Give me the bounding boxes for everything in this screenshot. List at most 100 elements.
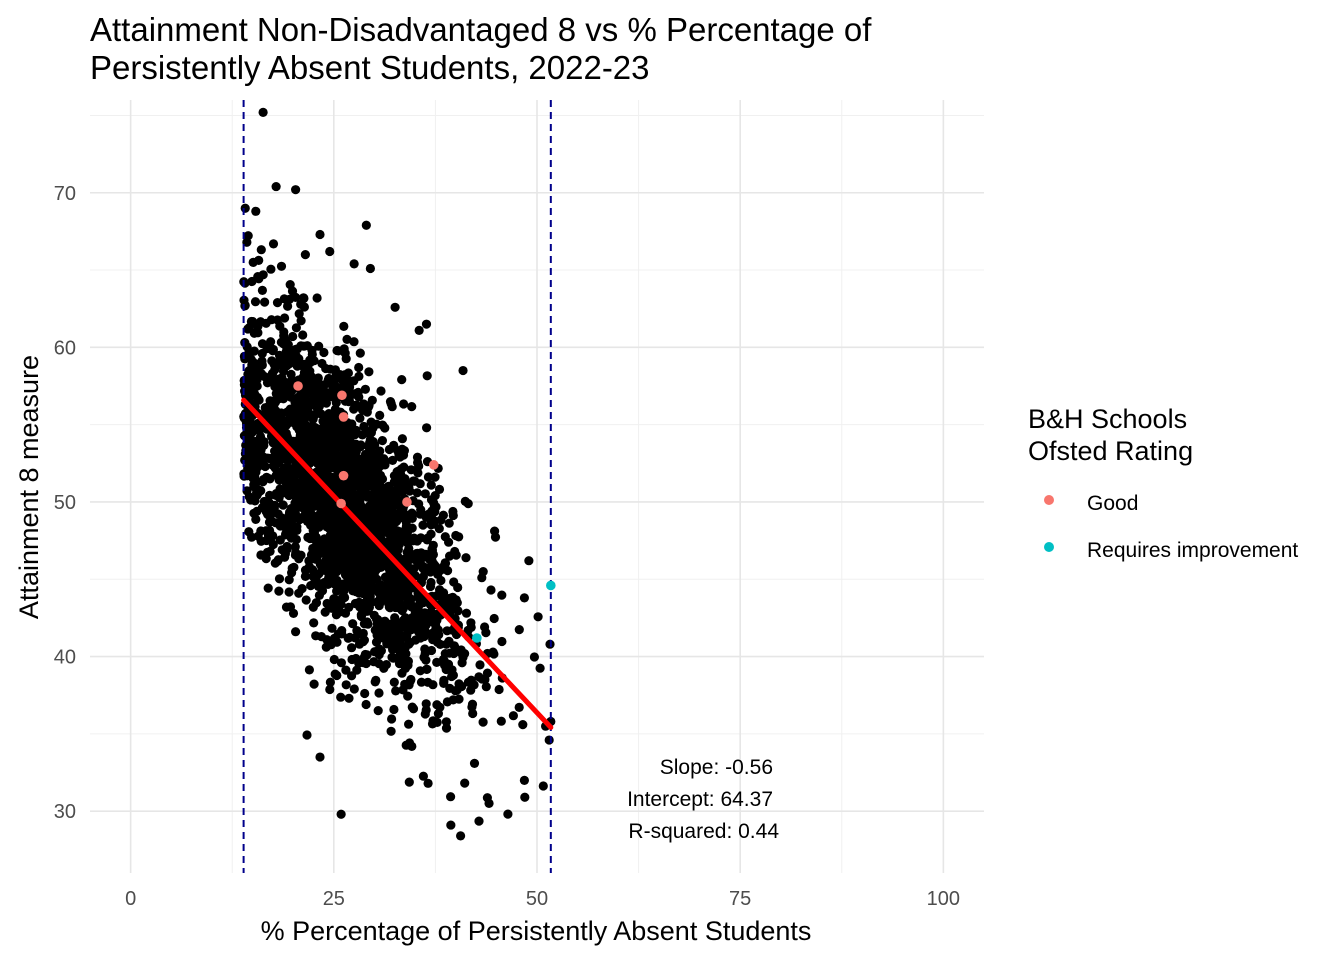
highlight-point-good xyxy=(293,381,303,391)
data-point xyxy=(271,181,281,192)
data-point xyxy=(395,476,405,486)
data-point xyxy=(268,539,278,550)
data-point xyxy=(389,704,399,715)
data-point xyxy=(329,578,339,588)
data-point xyxy=(360,688,370,699)
data-point xyxy=(329,654,339,665)
data-point xyxy=(382,590,393,600)
data-point xyxy=(303,532,313,543)
data-point xyxy=(429,516,439,526)
data-point xyxy=(379,454,389,464)
data-point xyxy=(446,792,456,802)
data-point xyxy=(320,420,330,430)
data-point xyxy=(279,294,289,304)
data-point xyxy=(242,342,252,352)
data-point xyxy=(284,587,294,597)
data-point xyxy=(256,424,266,434)
data-point xyxy=(280,544,290,554)
data-point xyxy=(333,629,343,639)
highlight-point-good xyxy=(338,412,349,422)
data-point xyxy=(374,650,384,660)
data-point xyxy=(266,264,276,274)
data-point xyxy=(358,578,369,589)
data-point xyxy=(309,618,319,628)
data-point xyxy=(496,716,506,726)
data-point xyxy=(389,577,399,587)
data-point xyxy=(307,433,317,443)
data-point xyxy=(419,631,429,642)
data-point xyxy=(354,658,364,668)
data-point xyxy=(388,653,398,663)
data-point xyxy=(316,509,326,519)
data-point xyxy=(400,679,410,689)
data-point xyxy=(344,602,354,613)
data-point xyxy=(353,548,363,558)
data-point xyxy=(362,617,372,627)
data-point xyxy=(240,203,250,213)
data-point xyxy=(254,255,264,265)
data-point xyxy=(336,658,346,668)
data-point xyxy=(538,781,548,791)
data-point xyxy=(378,420,388,430)
data-point xyxy=(265,525,275,536)
y-tick-label: 40 xyxy=(54,647,76,669)
data-point xyxy=(253,364,263,374)
data-point xyxy=(414,560,424,570)
data-point xyxy=(423,533,433,543)
data-point xyxy=(263,509,273,519)
data-point xyxy=(407,702,417,712)
data-point xyxy=(440,649,450,659)
data-point xyxy=(253,328,263,338)
data-point xyxy=(257,348,267,359)
data-point xyxy=(386,726,396,736)
data-point xyxy=(343,633,353,643)
data-point xyxy=(388,644,398,655)
data-point xyxy=(298,330,308,340)
data-point xyxy=(348,619,358,629)
data-point xyxy=(319,380,330,390)
data-point xyxy=(514,702,524,713)
data-point xyxy=(376,474,386,484)
data-point xyxy=(341,680,351,690)
data-point xyxy=(338,444,348,454)
data-point xyxy=(332,567,342,577)
data-point xyxy=(282,407,292,417)
data-point xyxy=(524,556,534,566)
data-point xyxy=(320,459,330,469)
data-point xyxy=(426,480,436,490)
data-point xyxy=(341,436,352,446)
data-point xyxy=(313,404,323,415)
data-point xyxy=(323,499,333,509)
data-point xyxy=(327,623,337,633)
data-point xyxy=(275,535,285,545)
data-point xyxy=(422,371,432,381)
data-point xyxy=(497,636,507,647)
data-point xyxy=(287,563,297,573)
data-point xyxy=(399,587,409,597)
data-point xyxy=(281,356,291,366)
y-axis-title: Attainment 8 measure xyxy=(14,355,44,619)
data-point xyxy=(244,527,254,537)
data-point xyxy=(250,297,261,307)
data-point xyxy=(426,507,436,518)
overlay xyxy=(241,100,556,873)
data-point xyxy=(288,331,298,342)
data-point xyxy=(315,752,325,762)
data-point xyxy=(412,488,422,498)
data-point xyxy=(406,465,416,475)
data-point xyxy=(294,354,304,364)
data-point xyxy=(449,641,459,651)
data-point xyxy=(428,549,438,560)
data-point xyxy=(348,475,358,485)
data-point xyxy=(418,597,429,608)
data-point xyxy=(420,489,430,499)
data-point xyxy=(356,610,366,620)
data-point xyxy=(309,579,319,589)
data-point xyxy=(332,637,342,647)
legend-title-line-1: B&H Schools xyxy=(1028,404,1187,434)
data-point xyxy=(267,356,277,366)
data-point xyxy=(458,365,468,376)
data-point xyxy=(314,590,324,601)
data-point xyxy=(253,488,263,498)
y-tick-label: 70 xyxy=(54,183,76,205)
